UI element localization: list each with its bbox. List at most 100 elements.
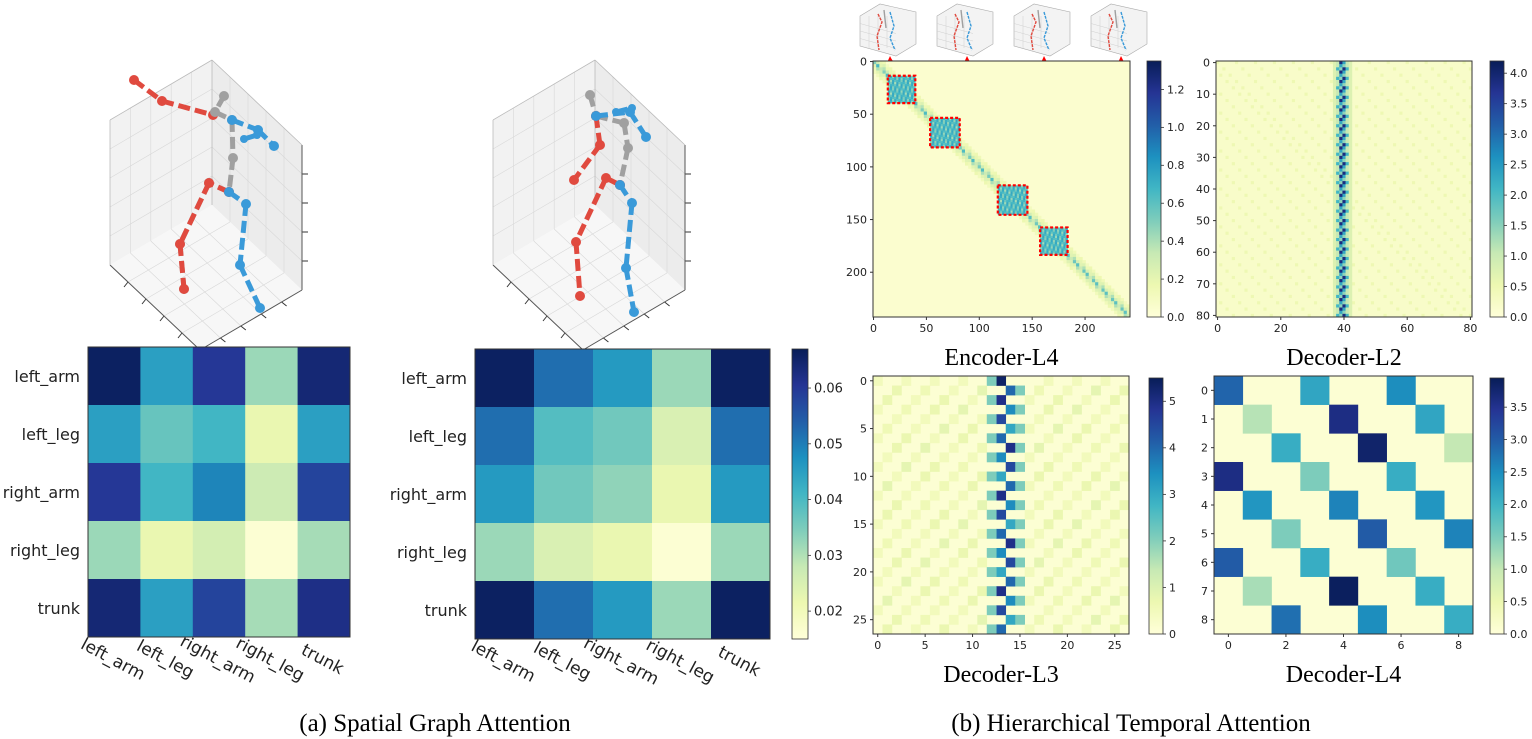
heatmap-cell — [1468, 124, 1472, 128]
heatmap-cell — [882, 509, 893, 520]
heatmap-cell — [1225, 231, 1229, 235]
heatmap-cell — [894, 82, 897, 85]
heatmap-cell — [1021, 202, 1024, 205]
heatmap-cell — [1250, 124, 1254, 128]
heatmap-cell — [1104, 301, 1109, 305]
heatmap-cell — [947, 126, 950, 129]
heatmap-cell — [1332, 301, 1337, 305]
heatmap-cell — [1348, 165, 1353, 169]
heatmap-cell — [1392, 200, 1397, 204]
heatmap-cell — [873, 490, 883, 501]
heatmap-cell — [1021, 187, 1024, 190]
heatmap-cell — [947, 134, 950, 138]
heatmap-cell — [1238, 187, 1242, 191]
heatmap-cell — [1008, 185, 1011, 188]
heatmap-cell — [1386, 376, 1416, 405]
heatmap-cell — [889, 96, 893, 100]
heatmap-cell — [1225, 79, 1229, 84]
heatmap-cell — [1295, 149, 1299, 153]
heatmap-cell — [1066, 263, 1071, 267]
heatmap-cell — [949, 126, 952, 129]
heatmap-cell — [1288, 143, 1292, 147]
heatmap-cell — [1345, 146, 1350, 150]
heatmap-cell — [914, 111, 918, 116]
heatmap-cell — [1323, 92, 1327, 96]
heatmap-cell — [1339, 282, 1343, 286]
heatmap-cell — [1269, 219, 1273, 223]
heatmap-cell — [1348, 76, 1353, 81]
heatmap-cell — [1091, 385, 1101, 396]
heatmap-cell — [1231, 256, 1235, 261]
heatmap-cell — [958, 433, 969, 444]
heatmap-cell — [1231, 143, 1235, 147]
heatmap-cell — [1100, 433, 1111, 444]
heatmap-cell — [986, 567, 997, 577]
heatmap-cell — [1332, 143, 1337, 147]
heatmap-cell — [957, 136, 961, 140]
y-tick-label: 50 — [853, 108, 867, 121]
right-arm-joint — [641, 132, 651, 142]
heatmap-cell — [1012, 200, 1016, 203]
heatmap-cell — [1405, 117, 1409, 122]
heatmap-cell — [1072, 250, 1077, 255]
heatmap-cell — [947, 124, 950, 127]
x-tick-label: left_arm — [468, 636, 539, 686]
heatmap-cell — [1345, 294, 1350, 299]
heatmap-cell — [1081, 624, 1092, 635]
heatmap-cell — [1034, 500, 1044, 511]
heatmap-cell — [1332, 244, 1337, 248]
heatmap-cell — [996, 414, 1007, 425]
heatmap-cell — [1263, 269, 1267, 273]
heatmap-cell — [1336, 250, 1340, 255]
heatmap-cell — [1342, 294, 1346, 299]
heatmap-cell — [245, 463, 299, 522]
heatmap-cell — [1043, 462, 1054, 472]
heatmap-cell — [1332, 203, 1337, 207]
heatmap-cell — [1301, 155, 1305, 159]
heatmap-cell — [1010, 189, 1013, 192]
heatmap-cell — [873, 67, 877, 71]
heatmap-cell — [1054, 235, 1058, 239]
heatmap-cell — [965, 152, 969, 157]
heatmap-cell — [902, 90, 906, 93]
heatmap-cell — [1059, 244, 1062, 247]
heatmap-cell — [1380, 206, 1384, 210]
heatmap-cell — [1336, 133, 1340, 138]
heatmap-cell — [1332, 181, 1337, 185]
heatmap-cell — [934, 124, 937, 127]
heatmap-cell — [1250, 294, 1254, 299]
heatmap-cell — [1345, 165, 1350, 169]
heatmap-cell — [999, 210, 1003, 214]
heatmap-cell — [948, 471, 959, 482]
heatmap-cell — [977, 586, 988, 597]
heatmap-cell — [996, 181, 1001, 185]
heatmap-cell — [889, 79, 893, 83]
heatmap-cell — [1076, 256, 1080, 261]
heatmap-cell — [1399, 168, 1403, 172]
heatmap-cell — [1332, 152, 1337, 157]
heatmap-cell — [1050, 233, 1054, 237]
heatmap-cell — [1048, 231, 1051, 235]
heatmap-cell — [1054, 244, 1058, 247]
heatmap-cell — [965, 158, 969, 163]
heatmap-cell — [977, 162, 982, 166]
heatmap-cell — [951, 130, 954, 133]
heatmap-cell — [1424, 155, 1428, 159]
heatmap-cell — [1282, 193, 1286, 197]
heatmap-cell — [1339, 136, 1343, 141]
heatmap-cell — [885, 67, 890, 71]
heatmap-cell — [1269, 294, 1273, 299]
tick — [159, 315, 165, 322]
heatmap-cell — [1430, 181, 1435, 185]
heatmap-cell — [1076, 272, 1080, 277]
heatmap-cell — [932, 130, 935, 133]
grid-line — [211, 117, 303, 204]
heatmap-cell — [1010, 208, 1013, 211]
heatmap-cell — [932, 126, 935, 129]
heatmap-cell — [1383, 275, 1387, 280]
heatmap-cell — [951, 122, 954, 125]
heatmap-cell — [1336, 275, 1340, 280]
heatmap-cell — [1024, 452, 1035, 463]
heatmap-cell — [911, 88, 914, 91]
heatmap-cell — [1342, 86, 1346, 90]
